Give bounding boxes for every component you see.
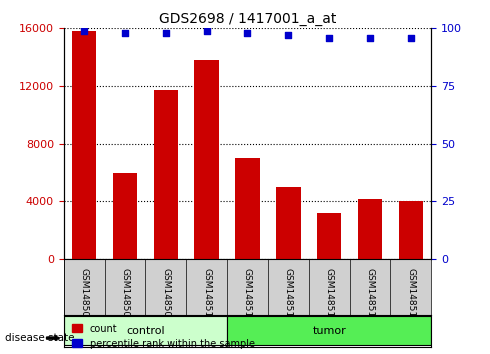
- Bar: [235, 158, 260, 259]
- Text: tumor: tumor: [312, 326, 346, 336]
- Bar: [195, 60, 219, 259]
- Bar: [398, 201, 423, 259]
- Point: [121, 30, 129, 36]
- Bar: [317, 213, 342, 259]
- Text: GSM148510: GSM148510: [202, 268, 211, 322]
- Point: [284, 33, 292, 38]
- Point: [162, 30, 170, 36]
- Point: [325, 35, 333, 40]
- Point: [203, 28, 211, 34]
- Point: [244, 30, 251, 36]
- Bar: [113, 173, 137, 259]
- Text: GSM148512: GSM148512: [284, 268, 293, 322]
- Point: [407, 35, 415, 40]
- Text: control: control: [126, 326, 165, 336]
- Text: GSM148508: GSM148508: [121, 268, 129, 322]
- FancyBboxPatch shape: [227, 316, 431, 345]
- Text: GSM148509: GSM148509: [161, 268, 171, 322]
- Text: disease state: disease state: [5, 333, 74, 343]
- Legend: count, percentile rank within the sample: count, percentile rank within the sample: [69, 320, 259, 353]
- Bar: [153, 90, 178, 259]
- Bar: [72, 31, 97, 259]
- Title: GDS2698 / 1417001_a_at: GDS2698 / 1417001_a_at: [159, 12, 336, 26]
- Text: GSM148507: GSM148507: [79, 268, 89, 322]
- Text: GSM148511: GSM148511: [243, 268, 252, 322]
- FancyBboxPatch shape: [64, 316, 227, 345]
- Point: [80, 28, 88, 34]
- Text: GSM148514: GSM148514: [366, 268, 374, 322]
- Bar: [276, 187, 300, 259]
- Text: GSM148513: GSM148513: [324, 268, 334, 322]
- Point: [366, 35, 374, 40]
- Text: GSM148515: GSM148515: [406, 268, 416, 322]
- Bar: [358, 199, 382, 259]
